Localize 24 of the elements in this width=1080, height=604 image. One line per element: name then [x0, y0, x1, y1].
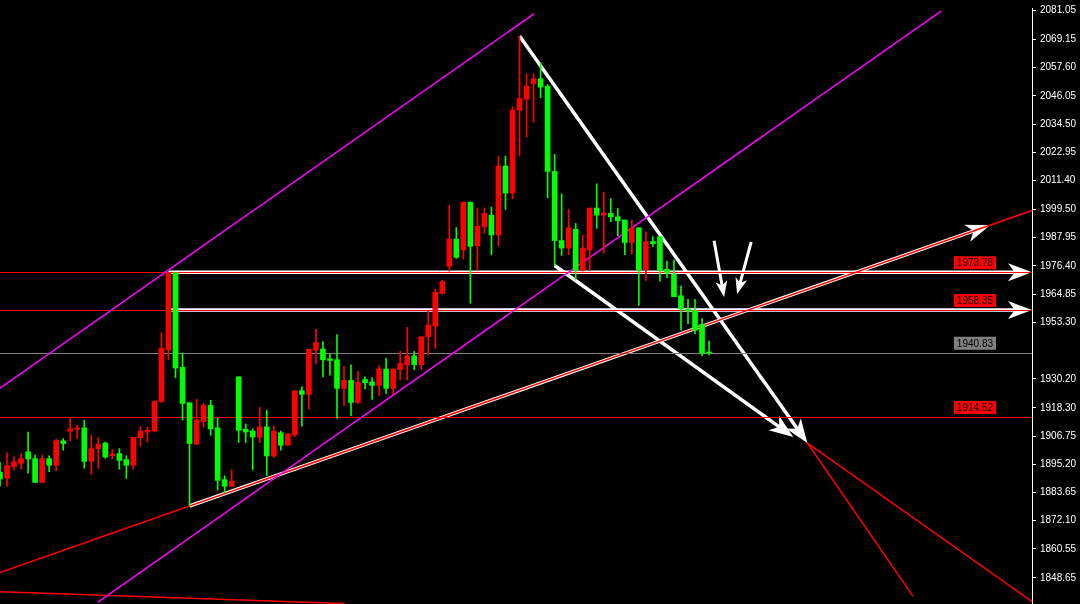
y-tick-label: 1895.20 — [1040, 458, 1077, 470]
y-tick-label: 2011.40 — [1040, 174, 1076, 186]
y-tick-label: 1976.40 — [1040, 259, 1077, 271]
y-tick-label: 1999.50 — [1040, 203, 1077, 215]
y-tick-label: 1883.65 — [1040, 486, 1077, 498]
y-tick-label: 1918.30 — [1040, 401, 1077, 413]
y-tick-label: 1953.30 — [1040, 316, 1077, 328]
y-tick-label: 2057.60 — [1040, 61, 1077, 73]
ref-line-label: 1914.52 — [956, 401, 994, 413]
y-tick-label: 1848.65 — [1040, 571, 1077, 583]
ref-line-label: 1973.78 — [956, 257, 994, 269]
ref-line-label: 1940.83 — [956, 337, 994, 349]
y-tick-label: 1930.20 — [1040, 372, 1077, 384]
y-tick-label: 2069.15 — [1040, 33, 1077, 45]
y-tick-label: 1860.55 — [1040, 542, 1077, 554]
y-tick-label: 1987.95 — [1040, 231, 1077, 243]
y-tick-label: 2046.05 — [1040, 89, 1077, 101]
y-tick-label: 1964.85 — [1040, 287, 1077, 299]
y-tick-label: 1872.10 — [1040, 514, 1077, 526]
y-tick-label: 2034.50 — [1040, 117, 1077, 129]
y-tick-label: 2081.05 — [1040, 4, 1077, 16]
y-tick-label: 2022.95 — [1040, 145, 1077, 157]
y-tick-label: 1906.75 — [1040, 429, 1077, 441]
ref-line-label: 1958.35 — [956, 294, 994, 306]
